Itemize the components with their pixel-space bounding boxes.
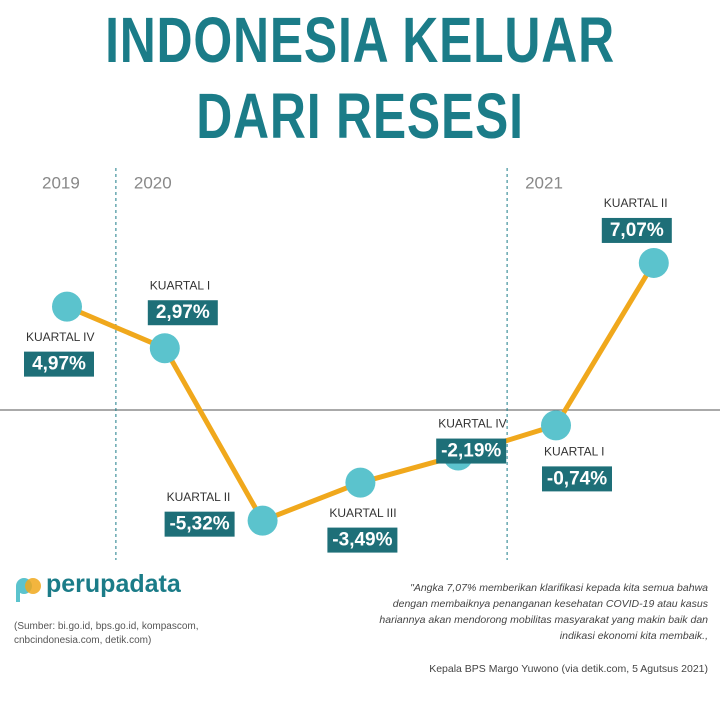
point: [52, 291, 82, 322]
value-label-box: [24, 351, 94, 377]
point: [149, 333, 180, 364]
point: [247, 505, 278, 536]
category-label: KUARTAL IV: [26, 330, 94, 344]
value-label-box: [542, 466, 612, 492]
year-label: 2019: [42, 173, 80, 192]
category-label: KUARTAL III: [329, 506, 396, 520]
quote: "Angka 7,07% memberikan klarifikasi kepa…: [379, 582, 708, 642]
category-label: KUARTAL IV: [438, 417, 506, 431]
point: [541, 410, 571, 441]
category-label: KUARTAL I: [150, 278, 210, 292]
attribution: Kepala BPS Margo Yuwono (via detik.com, …: [429, 663, 708, 675]
value-label-box: [601, 217, 672, 243]
year-label: 2021: [525, 173, 563, 192]
value-label-box: [164, 511, 235, 537]
point: [638, 247, 669, 278]
year-label: 2020: [134, 173, 172, 192]
value-label: 7,07%: [610, 220, 664, 241]
value-label: -5,32%: [169, 514, 229, 535]
chart-title: INDONESIA KELUAR DARI RESESI: [105, 4, 615, 152]
value-label: 4,97%: [32, 354, 86, 375]
category-label: KUARTAL II: [167, 490, 231, 504]
value-label-box: [436, 438, 507, 464]
value-label-box: [327, 527, 398, 553]
logo-icon: [16, 578, 41, 602]
category-label: KUARTAL I: [544, 445, 604, 459]
point: [345, 467, 376, 498]
brand: perupadata: [46, 570, 181, 598]
source: (Sumber: bi.go.id, bps.go.id, kompascom,…: [14, 621, 199, 646]
value-label: 2,97%: [156, 302, 210, 323]
value-label: -2,19%: [441, 441, 501, 462]
category-label: KUARTAL II: [604, 196, 668, 210]
value-label: -0,74%: [547, 468, 607, 489]
value-label: -3,49%: [332, 530, 392, 551]
value-label-box: [147, 300, 218, 326]
